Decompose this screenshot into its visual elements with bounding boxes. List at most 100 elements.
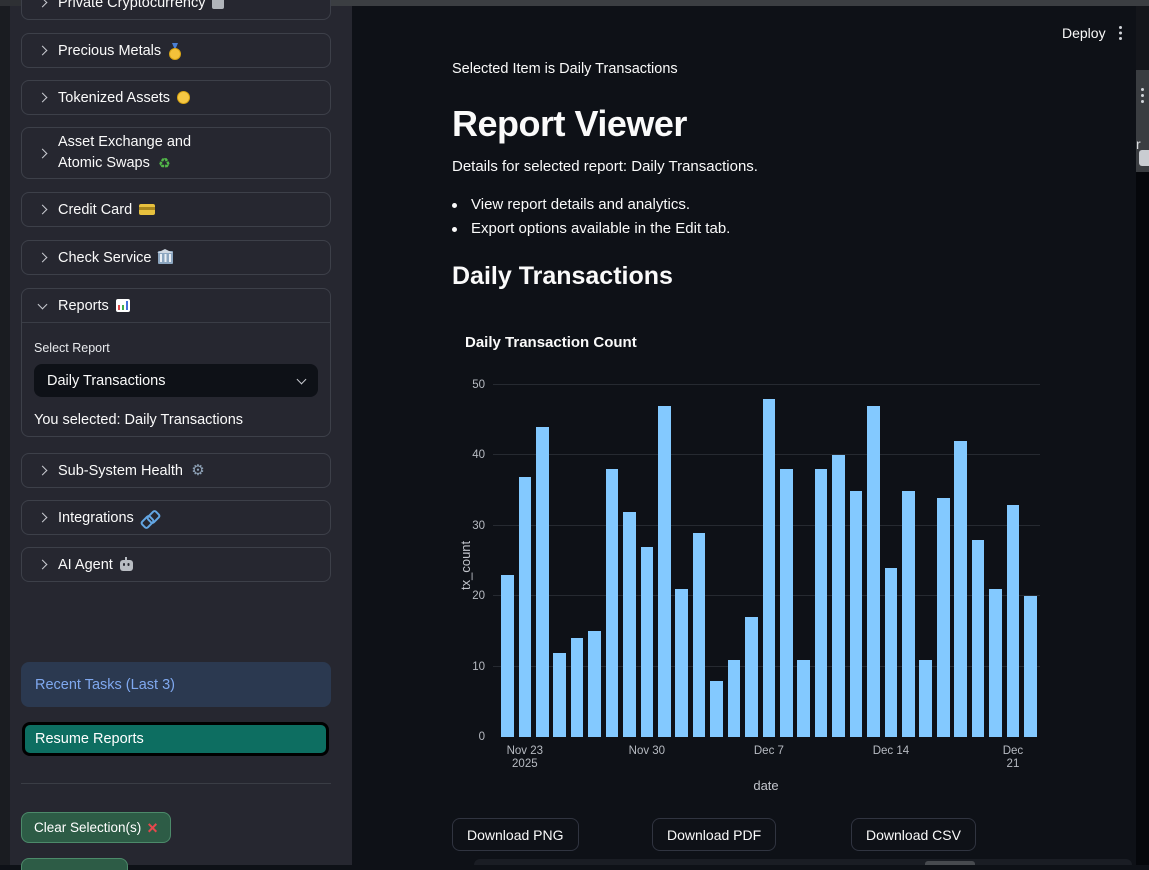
expander-header[interactable]: Asset Exchange and Atomic Swaps [22,128,330,178]
x-axis-tick: Dec 21 [1002,745,1024,770]
bar-2025-12-08 [780,469,793,737]
sidebar-divider [21,783,331,784]
bar-2025-12-11 [832,455,845,737]
sidebar-expander-sub-system-health[interactable]: Sub-System Health [21,453,331,488]
report-select-dropdown[interactable]: Daily Transactions [34,364,318,397]
bank-icon [157,249,174,264]
expander-label: Asset Exchange and Atomic Swaps [58,132,191,174]
y-axis-tick: 0 [478,731,485,743]
bullet-dot [452,203,457,208]
sidebar-expander-precious-metals[interactable]: Precious Metals [21,33,331,68]
download-csv-button[interactable]: Download CSV [851,818,976,851]
credit-card-icon [139,204,156,215]
expander-header[interactable]: Credit Card [22,193,330,226]
background-window-fragment [1136,70,1149,172]
bar-2025-11-24 [535,427,549,737]
window-left-edge [0,6,10,865]
expander-label: Integrations [58,510,157,526]
y-axis-tick: 20 [472,590,485,603]
chevron-right-icon [37,204,48,215]
chevron-right-icon [37,148,48,158]
bar-2025-11-22 [501,575,514,737]
bar-2025-11-29 [623,511,636,737]
download-pdf-button[interactable]: Download PDF [652,818,777,851]
bar-2025-12-10 [814,469,828,737]
deploy-button[interactable]: Deploy [1062,25,1106,41]
sidebar-expander-asset-exchange-and-atomic-swaps[interactable]: Asset Exchange and Atomic Swaps [21,127,331,179]
y-axis-tick: 50 [472,379,485,391]
expander-label: Tokenized Assets [58,90,191,106]
expander-label: Reports [58,298,130,314]
clear-selections-button[interactable]: Clear Selection(s) × [21,812,171,843]
chevron-right-icon [37,512,48,523]
page-title: Report Viewer [452,103,687,144]
expander-label: Check Service [58,249,174,266]
bar-2025-12-06 [745,617,758,737]
chevron-right-icon [37,45,48,56]
background-window-fragment [1136,6,1149,70]
bar-2025-11-27 [588,631,601,737]
chevron-right-icon [37,559,48,570]
section-title: Daily Transactions [452,262,673,290]
background-window-fragment [1136,172,1149,865]
sidebar-expander-ai-agent[interactable]: AI Agent [21,547,331,582]
y-axis-tick: 40 [472,449,485,462]
bar-2025-12-18 [954,441,967,737]
window-top-strip [0,0,1149,6]
bar-2025-12-12 [849,490,863,737]
red-x-icon: × [147,817,158,838]
x-axis-tick: Nov 30 [628,745,666,757]
x-axis-tick-year: 2025 [512,758,538,770]
bar-2025-12-02 [675,589,689,737]
expander-divider [22,322,330,323]
recent-tasks-label: Recent Tasks (Last 3) [35,676,175,693]
bar-2025-12-19 [971,539,985,737]
link-icon [141,511,157,525]
details-text: Details for selected report: Daily Trans… [452,158,758,175]
clear-selections-label: Clear Selection(s) [34,820,142,835]
sidebar-expander-credit-card[interactable]: Credit Card [21,192,331,227]
x-axis-tick: Dec 7 [753,745,784,757]
expander-header[interactable]: Check Service [22,241,330,274]
partial-element-below [474,859,1132,865]
bar-2025-12-03 [692,532,706,737]
expander-header[interactable]: Precious Metals [22,34,330,67]
expander-header[interactable]: Private Cryptocurrency [22,0,330,19]
y-axis-tick: 30 [472,519,485,532]
bar-2025-11-25 [553,652,566,737]
chart-plot-area: 0 10 20 30 40 50 Nov 23 2025 Nov 30 Dec 7 Dec 14 De… [472,379,1040,770]
sidebar-expander-reports[interactable]: Reports Select Report Daily Transactions Yo… [21,288,331,437]
chart-y-axis-label: tx_count [458,540,473,590]
sidebar-expander-private-cryptocurrency[interactable]: Private Cryptocurrency [21,0,331,20]
expander-header[interactable]: Reports [22,289,330,322]
bar-2025-12-17 [936,497,950,737]
expander-label: Private Cryptocurrency [58,0,225,11]
partial-button-bottom[interactable] [21,858,128,870]
y-axis-tick: 10 [472,660,485,673]
download-png-button[interactable]: Download PNG [452,818,579,851]
partial-element-below [925,861,975,865]
expander-header[interactable]: Integrations [22,501,330,534]
expander-header[interactable]: Sub-System Health [22,454,330,487]
bar-2025-12-01 [657,406,671,737]
bullet-dot [452,227,457,232]
expander-header[interactable]: AI Agent [22,548,330,581]
sidebar-expander-tokenized-assets[interactable]: Tokenized Assets [21,80,331,115]
x-axis-tick: Nov 23 2025 [506,745,544,770]
bullet-item: Export options available in the Edit tab… [452,220,730,237]
chevron-down-icon [296,374,307,384]
bar-2025-12-13 [867,406,880,737]
selected-item-status: Selected Item is Daily Transactions [452,61,678,77]
bar-2025-11-23 [518,476,532,737]
expander-header[interactable]: Tokenized Assets [22,81,330,114]
resume-reports-button[interactable]: Resume Reports [22,722,329,756]
background-kebab-icon-fragment [1141,88,1144,91]
bullet-text: View report details and analytics. [471,196,691,213]
sidebar-expander-check-service[interactable]: Check Service [21,240,331,275]
sidebar-expander-integrations[interactable]: Integrations [21,500,331,535]
kebab-menu-icon[interactable] [1112,25,1128,41]
daily-transaction-chart: Daily Transaction Count tx_count 0 10 20 30… [452,330,1052,800]
bar-2025-12-14 [884,568,898,737]
bar-2025-12-20 [989,589,1002,737]
recycle-icon [157,156,172,171]
